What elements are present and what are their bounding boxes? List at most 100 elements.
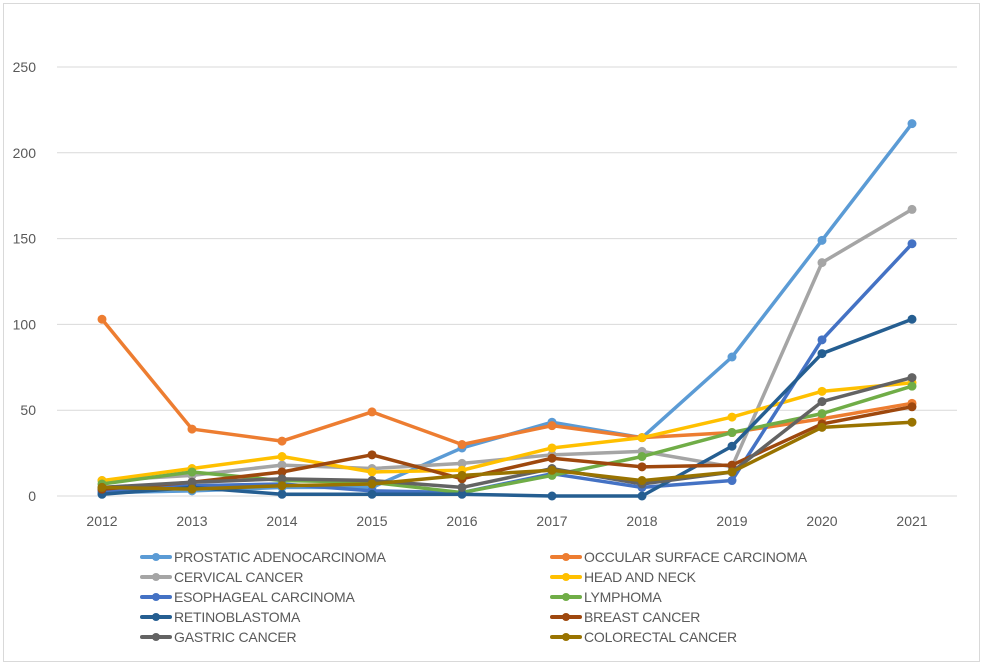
data-point <box>187 484 197 494</box>
legend-item: LYMPHOMA <box>550 588 900 605</box>
data-point <box>817 409 827 419</box>
legend-line-marker-icon <box>550 588 582 605</box>
data-point <box>727 441 737 451</box>
legend-item: CERVICAL CANCER <box>140 568 490 585</box>
data-point <box>187 424 197 434</box>
data-point <box>187 467 197 477</box>
data-point <box>457 440 467 450</box>
series-line <box>100 420 914 491</box>
legend-label: PROSTATIC ADENOCARCINOMA <box>174 548 386 565</box>
line-chart: 0 50 100 150 200 250 2012 2013 2014 2015 2016 2017… <box>13 59 957 529</box>
x-tick-label: 2012 <box>86 513 117 529</box>
data-point <box>637 452 647 462</box>
data-point <box>97 482 107 492</box>
x-tick-label: 2018 <box>626 513 657 529</box>
data-point <box>457 458 467 468</box>
y-tick-label: 250 <box>13 59 37 75</box>
data-point <box>907 204 917 214</box>
data-point <box>367 467 377 477</box>
series-line <box>100 405 914 491</box>
data-point <box>277 436 287 446</box>
legend-item: PROSTATIC ADENOCARCINOMA <box>140 548 490 565</box>
data-point <box>817 349 827 359</box>
legend: PROSTATIC ADENOCARCINOMA OCCULAR SURFACE … <box>140 548 900 645</box>
legend-line-marker-icon <box>140 628 172 645</box>
legend-label: CERVICAL CANCER <box>174 568 304 585</box>
x-tick-label: 2020 <box>806 513 837 529</box>
data-point <box>817 422 827 432</box>
legend-label: BREAST CANCER <box>584 608 701 625</box>
data-point <box>907 381 917 391</box>
legend-label: LYMPHOMA <box>584 588 662 605</box>
legend-item: HEAD AND NECK <box>550 568 900 585</box>
series-line <box>100 375 914 490</box>
legend-line-marker-icon <box>140 588 172 605</box>
data-point <box>727 428 737 438</box>
x-tick-label: 2021 <box>896 513 927 529</box>
y-tick-label: 200 <box>13 145 37 161</box>
data-point <box>907 314 917 324</box>
x-axis-tick-labels: 2012 2013 2014 2015 2016 2017 2018 2019 2020 2021 <box>86 513 927 529</box>
legend-line-marker-icon <box>140 608 172 625</box>
data-point <box>277 452 287 462</box>
gridlines <box>57 66 957 497</box>
data-point <box>727 412 737 422</box>
y-axis-tick-labels: 0 50 100 150 200 250 <box>13 59 37 504</box>
legend-item: GASTRIC CANCER <box>140 628 490 645</box>
data-point <box>277 460 287 470</box>
legend-line-marker-icon <box>550 548 582 565</box>
x-tick-label: 2013 <box>176 513 207 529</box>
data-point <box>547 491 557 501</box>
legend-line-marker-icon <box>140 568 172 585</box>
legend-line-marker-icon <box>550 568 582 585</box>
data-point <box>367 479 377 489</box>
data-point <box>727 476 737 486</box>
x-tick-label: 2016 <box>446 513 477 529</box>
series-colorectal-cancer <box>97 417 917 494</box>
x-tick-label: 2014 <box>266 513 297 529</box>
data-point <box>367 489 377 499</box>
data-point <box>277 489 287 499</box>
y-tick-label: 150 <box>13 231 37 247</box>
series-line <box>100 317 914 447</box>
legend-line-marker-icon <box>140 548 172 565</box>
data-point <box>97 314 107 324</box>
data-point <box>277 467 287 477</box>
y-tick-label: 50 <box>20 402 36 418</box>
data-point <box>277 481 287 491</box>
legend-item: RETINOBLASTOMA <box>140 608 490 625</box>
chart-frame <box>3 3 980 662</box>
data-point <box>907 417 917 427</box>
data-point <box>727 352 737 362</box>
data-point <box>457 470 467 480</box>
data-point <box>277 474 287 484</box>
data-point <box>637 462 647 472</box>
x-tick-label: 2019 <box>716 513 747 529</box>
data-point <box>547 465 557 475</box>
data-point <box>367 450 377 460</box>
data-point <box>637 476 647 486</box>
data-point <box>817 386 827 396</box>
data-point <box>727 467 737 477</box>
data-point <box>457 489 467 499</box>
y-tick-label: 0 <box>28 488 36 504</box>
series-lines <box>97 119 917 501</box>
y-tick-label: 100 <box>13 316 37 332</box>
legend-item: COLORECTAL CANCER <box>550 628 900 645</box>
legend-item: BREAST CANCER <box>550 608 900 625</box>
legend-label: GASTRIC CANCER <box>174 628 297 645</box>
data-point <box>547 421 557 431</box>
data-point <box>907 119 917 129</box>
legend-label: OCCULAR SURFACE CARCINOMA <box>584 548 807 565</box>
data-point <box>907 402 917 412</box>
series-line <box>100 380 914 483</box>
data-point <box>637 491 647 501</box>
legend-line-marker-icon <box>550 628 582 645</box>
data-point <box>457 482 467 492</box>
data-point <box>817 258 827 268</box>
legend-label: COLORECTAL CANCER <box>584 628 737 645</box>
data-point <box>367 407 377 417</box>
data-point <box>637 433 647 443</box>
data-point <box>817 397 827 407</box>
data-point <box>547 453 557 463</box>
